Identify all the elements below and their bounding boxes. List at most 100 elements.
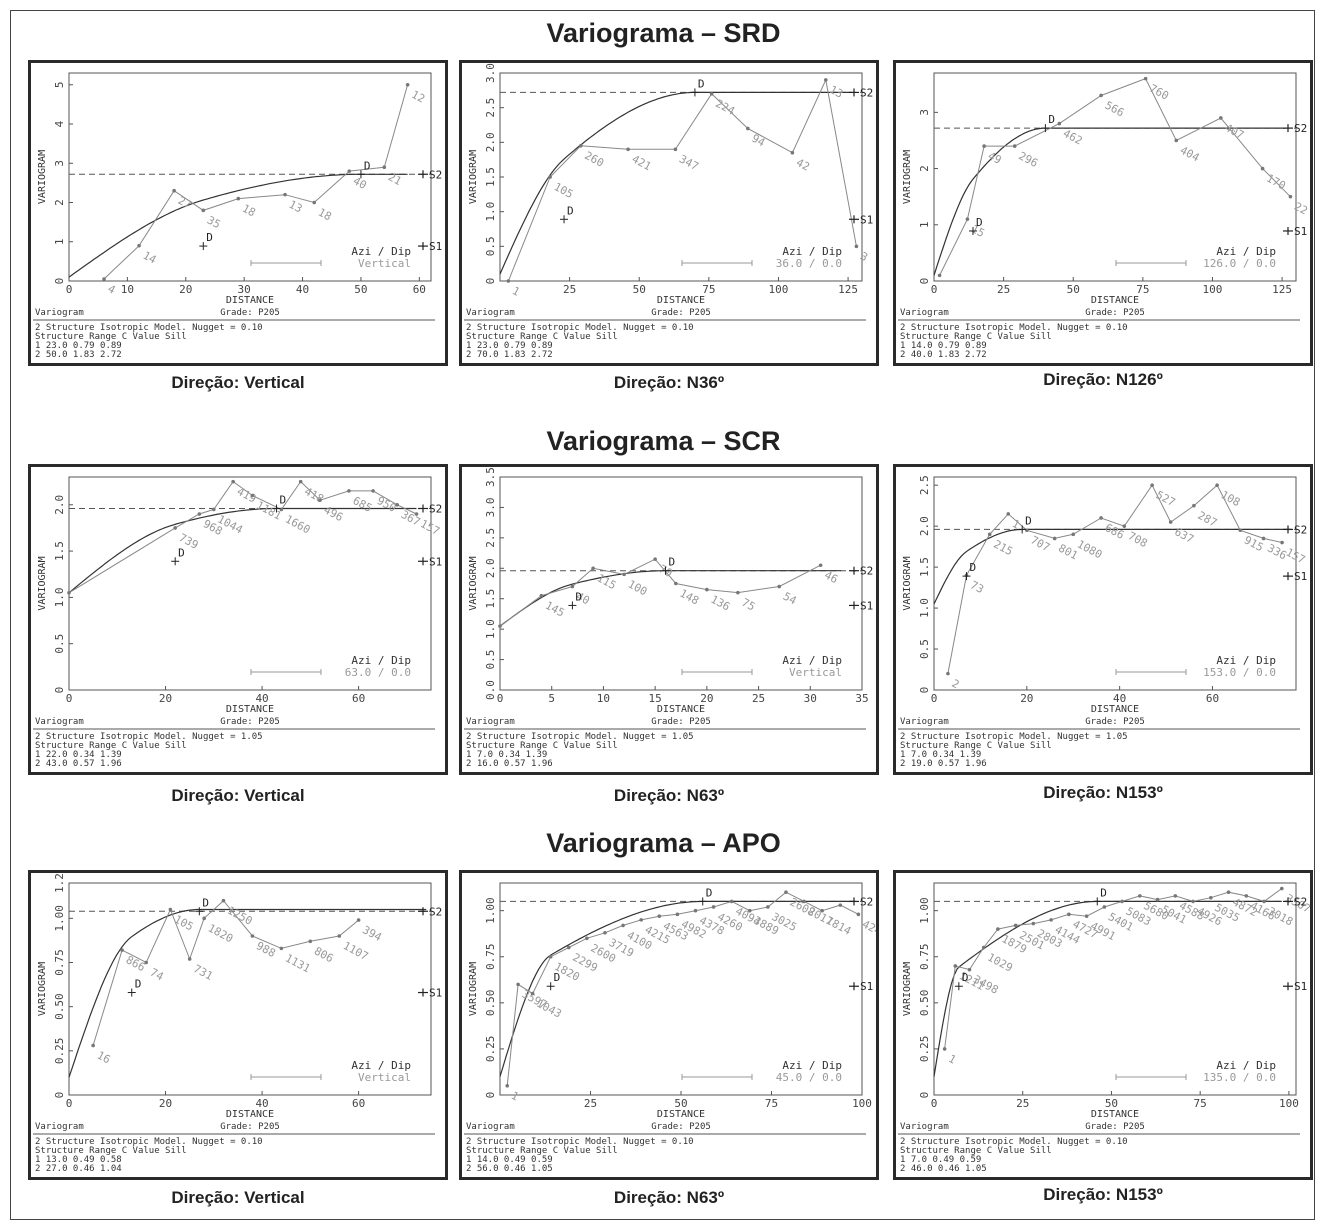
direction-value: 153.0 / 0.0 (1203, 666, 1276, 679)
y-tick-label: 1.0 (484, 619, 497, 639)
d-marker-label: D (178, 546, 185, 559)
experimental-point (516, 982, 520, 987)
experimental-point (1049, 918, 1053, 922)
info-structure-line: 2 Structure Isotropic Model. Nugget = 0.… (900, 1137, 1128, 1147)
experimental-point (711, 905, 716, 909)
y-tick-label: 0.25 (918, 1036, 931, 1063)
y-axis-label: VARIOGRAM (37, 150, 48, 204)
experimental-point (347, 169, 352, 173)
x-axis-label: DISTANCE (1091, 1109, 1139, 1120)
info-table-header: Structure Range C Value Sill (35, 741, 187, 751)
info-table-row: 1 14.0 0.79 0.89 (900, 341, 987, 351)
x-tick-label: 0 (497, 692, 504, 705)
experimental-point (250, 934, 255, 938)
experimental-point (1261, 536, 1266, 541)
direction-label: Azi / Dip (782, 245, 842, 258)
y-axis-label: VARIOGRAM (468, 150, 479, 204)
direction-label: Azi / Dip (782, 654, 842, 667)
x-tick-label: 100 (769, 283, 789, 296)
experimental-point-label: 404 (1178, 144, 1202, 165)
sill-marker-label: S2 (860, 86, 873, 99)
experimental-point (982, 144, 986, 148)
sill-marker-label: S1 (429, 987, 442, 1000)
info-grade-label: Grade: P205 (220, 1122, 280, 1132)
experimental-point-label: 418 (302, 485, 326, 506)
figure-frame (10, 10, 1315, 1220)
x-tick-label: 30 (804, 692, 817, 705)
experimental-point (172, 188, 176, 193)
experimental-point (784, 890, 788, 895)
variogram-chart-svg: 25 50 75 100 125 0 0.5 1.0 1.5 2.0 2.5 3.0 DISTANCE V… (464, 63, 873, 360)
x-tick-label: 20 (700, 692, 713, 705)
y-tick-label: 0 (484, 278, 497, 285)
experimental-point (729, 899, 734, 904)
sill-marker-label: S1 (429, 240, 442, 253)
x-tick-label: 75 (1136, 283, 1149, 296)
experimental-point (1052, 536, 1057, 541)
experimental-point-label: 4 (106, 282, 118, 297)
experimental-point (347, 489, 351, 493)
x-tick-label: 75 (765, 1097, 778, 1110)
experimental-point-label: 74 (148, 966, 166, 984)
experimental-point (548, 954, 553, 959)
experimental-point-label: 1660 (283, 513, 313, 537)
direction-value: 135.0 / 0.0 (1203, 1071, 1276, 1084)
experimental-point-label: 1043 (534, 997, 564, 1021)
y-tick-label: 1.5 (484, 589, 497, 609)
experimental-point (371, 489, 375, 493)
d-marker-label: D (668, 556, 675, 569)
experimental-point (1143, 76, 1148, 81)
x-axis-label: DISTANCE (226, 1109, 274, 1120)
variogram-chart-svg: 0 20 40 6000.51.01.52.0DISTANCEVARIOGRAM739… (33, 476, 442, 769)
y-axis-label: VARIOGRAM (902, 556, 913, 610)
y-tick-label: 0.5 (918, 639, 931, 659)
info-structure-line: 2 Structure Isotropic Model. Nugget = 0.… (466, 323, 694, 333)
experimental-point (144, 960, 149, 965)
x-tick-label: 0 (66, 1097, 73, 1110)
experimental-point (505, 1083, 510, 1088)
sill-marker-label: S2 (429, 905, 442, 918)
x-tick-label: 100 (1279, 1097, 1299, 1110)
experimental-point-label: 915 (1242, 533, 1266, 554)
experimental-point (1226, 890, 1231, 895)
y-tick-label: 2.5 (918, 475, 931, 495)
experimental-point-label: 12 (409, 88, 427, 106)
experimental-point (942, 1047, 947, 1051)
experimental-point (1280, 886, 1284, 891)
x-tick-label: 20 (179, 283, 192, 296)
experimental-point (197, 512, 202, 516)
x-tick-label: 75 (1194, 1097, 1207, 1110)
y-tick-label: 1.00 (918, 897, 931, 924)
variogram-panel-srd-n36: 25 50 75 100 125 0 0.5 1.0 1.5 2.0 2.5 3.0 DISTANCE V… (459, 60, 879, 366)
x-axis-label: DISTANCE (657, 1109, 705, 1120)
direction-value: Vertical (358, 1071, 411, 1084)
experimental-point (250, 493, 255, 498)
y-tick-label: 2.0 (53, 495, 66, 515)
direction-value: 45.0 / 0.0 (776, 1071, 842, 1084)
y-tick-label: 0 (918, 278, 931, 285)
info-table-header: Structure Range C Value Sill (900, 332, 1052, 342)
y-tick-label: 1.0 (484, 202, 497, 222)
experimental-point (1099, 516, 1103, 520)
experimental-point (820, 908, 824, 913)
variogram-panel-apo-n153: 0 25 50 75 100 0 0.25 0.50 0.75 1.00 DISTANCE VARIO… (893, 870, 1313, 1180)
d-marker-label: D (567, 204, 574, 217)
experimental-point-label: 157 (418, 517, 442, 538)
experimental-point (937, 273, 942, 278)
info-grade-label: Grade: P205 (651, 717, 711, 727)
model-curve (68, 173, 408, 278)
plot-area (933, 476, 1297, 691)
info-variogram-label: Variogram (466, 308, 515, 318)
variogram-panel-scr-vertical: 0 20 40 60 0 0.5 1.0 1.5 2.0 DISTANCE VARIOGRAM 739… (28, 464, 448, 775)
experimental-point (996, 927, 1000, 931)
y-tick-label: 0.5 (484, 650, 497, 670)
experimental-point (1238, 528, 1243, 533)
experimental-point-label: 14 (141, 249, 159, 267)
x-tick-label: 50 (633, 283, 646, 296)
plot-area (933, 882, 1297, 1096)
x-tick-label: 20 (159, 1097, 172, 1110)
x-tick-label: 0 (66, 283, 73, 296)
experimental-point (802, 899, 806, 904)
x-tick-label: 50 (674, 1097, 687, 1110)
experimental-point-label: 1 (946, 1052, 958, 1067)
